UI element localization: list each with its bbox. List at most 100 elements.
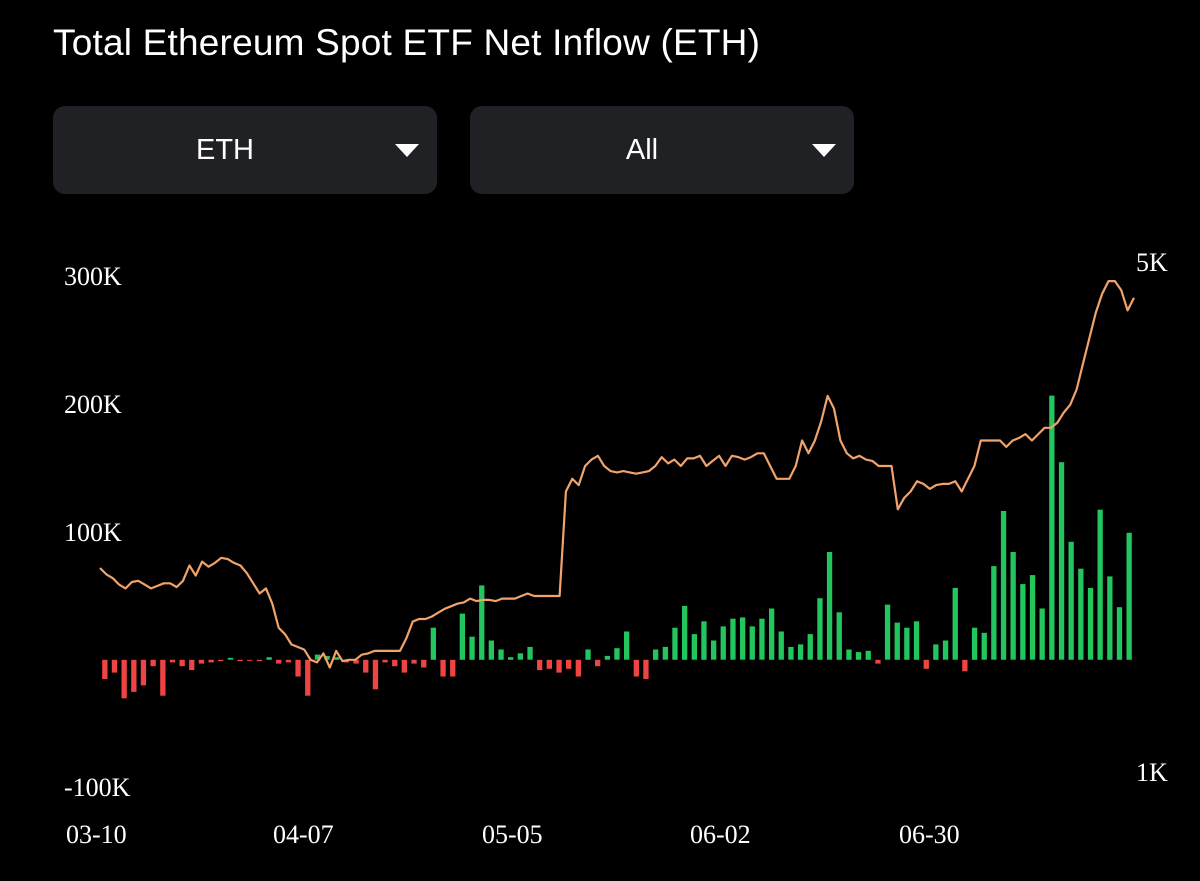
inflow-bar [759, 618, 765, 660]
inflow-bar [701, 621, 707, 660]
inflow-bar [459, 613, 465, 660]
inflow-bar [324, 655, 330, 660]
inflow-bar [894, 622, 900, 660]
inflow-bar [691, 634, 697, 660]
inflow-bar [633, 659, 639, 677]
inflow-bar [1078, 568, 1084, 660]
inflow-bar [353, 659, 359, 664]
inflow-bar [1029, 575, 1036, 660]
inflow-bar [1107, 576, 1113, 660]
inflow-bar [537, 659, 543, 671]
inflow-bar [1010, 552, 1016, 660]
x-tick-label: 05-05 [482, 820, 543, 849]
inflow-bar [111, 659, 118, 673]
inflow-bar [711, 640, 717, 660]
inflow-bar [971, 627, 978, 660]
inflow-bar [479, 585, 485, 660]
inflow-bar [276, 659, 282, 664]
inflow-bar [372, 659, 379, 690]
chart-title: Total Ethereum Spot ETF Net Inflow (ETH) [53, 22, 761, 63]
inflow-bar [797, 644, 804, 660]
inflow-bar [295, 659, 301, 677]
price-line [99, 280, 1135, 669]
inflow-bar [314, 654, 321, 660]
inflow-bar [363, 659, 369, 673]
inflow-bar [942, 640, 949, 660]
inflow-bar [662, 646, 668, 660]
inflow-bar [1000, 511, 1007, 660]
inflow-bar [981, 632, 987, 660]
inflow-bar [904, 627, 910, 660]
inflow-bar [836, 612, 842, 660]
inflow-bar [1097, 509, 1103, 660]
inflow-bar [1068, 541, 1074, 660]
inflow-bar [923, 659, 929, 669]
inflow-bar [875, 659, 881, 664]
y-left-tick-label: 100K [64, 518, 122, 547]
inflow-bar [855, 652, 862, 660]
inflow-bar [846, 649, 852, 660]
inflow-bar [169, 659, 176, 663]
x-tick-label: 03-10 [66, 820, 127, 849]
inflow-bar [1116, 607, 1123, 660]
inflow-bar [788, 646, 794, 660]
x-tick-label: 06-02 [690, 820, 751, 849]
inflow-bar [401, 659, 407, 673]
inflow-bar [575, 659, 581, 677]
inflow-bar [672, 627, 678, 660]
inflow-bar [643, 659, 649, 679]
inflow-bar [1020, 584, 1026, 660]
inflow-bar [730, 618, 736, 660]
y-left-tick-label: 200K [64, 390, 122, 419]
inflow-bar [740, 617, 746, 660]
inflow-bar [421, 659, 427, 668]
x-tick-label: 06-30 [899, 820, 960, 849]
inflow-bar [1039, 608, 1045, 660]
inflow-bar [546, 659, 552, 669]
range-select[interactable]: All [470, 106, 854, 194]
inflow-bar [933, 644, 939, 660]
inflow-bar [450, 659, 456, 677]
inflow-bar [1049, 395, 1055, 660]
inflow-bar [208, 659, 214, 663]
y-left-tick-label: -100K [64, 773, 131, 802]
inflow-bar [720, 626, 726, 660]
inflow-bar [150, 659, 156, 667]
inflow-bar [604, 655, 610, 660]
inflow-bar [121, 659, 127, 699]
inflow-bar [952, 587, 958, 660]
inflow-bar [131, 659, 137, 692]
inflow-bar [556, 659, 562, 673]
y-right-tick-label: 1K [1136, 758, 1168, 787]
y-right-tick-label: 5K [1136, 248, 1168, 277]
inflow-bar [440, 659, 446, 677]
inflow-bar [382, 659, 388, 663]
inflow-bar [585, 649, 591, 660]
inflow-bar [614, 648, 620, 660]
y-left-tick-label: 300K [64, 262, 122, 291]
inflow-bar [653, 649, 659, 660]
inflow-bar [469, 636, 475, 660]
inflow-bar [256, 659, 263, 662]
inflow-bar [334, 657, 340, 660]
chevron-down-icon [812, 144, 836, 157]
inflow-bar [218, 659, 224, 662]
inflow-bar [749, 626, 755, 660]
inflow-bar [430, 627, 436, 660]
inflow-bar [1126, 532, 1132, 660]
inflow-bar [247, 659, 253, 661]
inflow-bar [826, 552, 833, 660]
asset-select-value: ETH [196, 134, 254, 166]
inflow-bar [517, 653, 523, 660]
inflow-bar [807, 634, 813, 660]
inflow-bar [962, 659, 968, 672]
inflow-bar [198, 659, 205, 664]
asset-select[interactable]: ETH [53, 106, 437, 194]
inflow-bar [160, 659, 166, 696]
inflow-bar [392, 659, 398, 667]
inflow-bar [778, 631, 784, 660]
inflow-bar [527, 646, 533, 660]
x-tick-label: 04-07 [273, 820, 334, 849]
inflow-bar [140, 659, 147, 686]
range-select-value: All [625, 134, 659, 166]
